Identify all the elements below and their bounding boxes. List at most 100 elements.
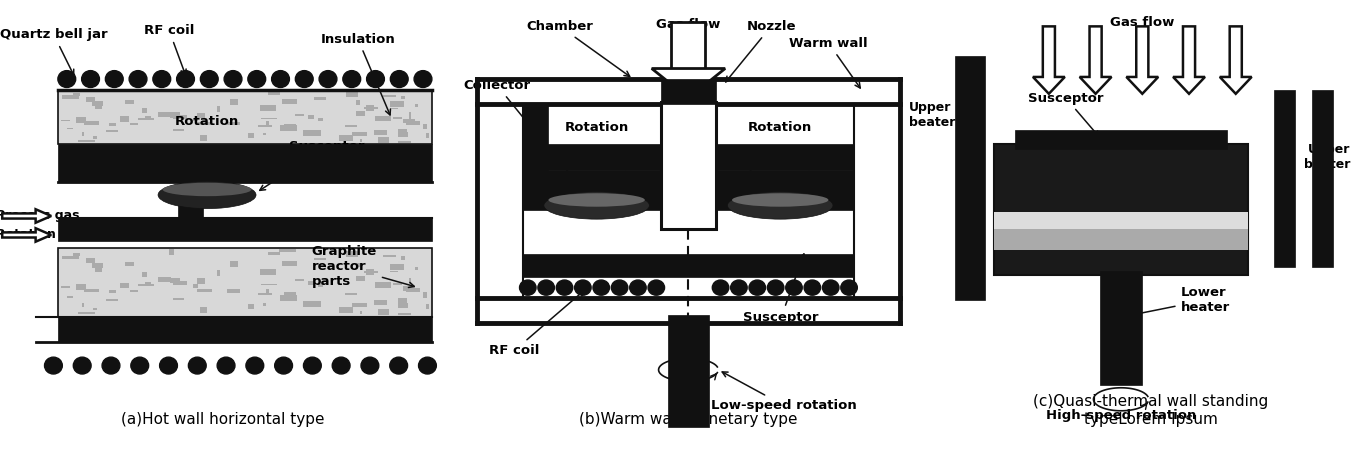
Bar [340, 307, 353, 313]
Bar [1274, 90, 1295, 267]
Text: (b)Warm wall planetary type: (b)Warm wall planetary type [580, 412, 797, 427]
Bar [93, 136, 97, 139]
Bar [119, 283, 129, 288]
Bar [138, 284, 155, 286]
Bar [378, 137, 389, 142]
Bar [58, 144, 432, 182]
Text: Quartz bell jar: Quartz bell jar [0, 28, 108, 75]
Bar [141, 272, 147, 277]
Bar [356, 276, 366, 281]
Bar [92, 263, 103, 268]
Bar [1312, 90, 1333, 267]
Bar [67, 128, 74, 130]
Bar [95, 104, 103, 109]
Bar [263, 133, 266, 135]
Bar [196, 122, 212, 125]
Bar [174, 281, 188, 285]
Bar [384, 255, 396, 256]
Text: Susceptor: Susceptor [1028, 92, 1104, 137]
Bar [145, 116, 152, 120]
Bar [105, 299, 118, 301]
Circle shape [804, 280, 821, 295]
Bar [58, 218, 432, 241]
Bar [318, 118, 323, 121]
Circle shape [58, 71, 75, 87]
Bar [62, 256, 78, 259]
Bar [347, 251, 358, 257]
Bar [352, 303, 367, 307]
Bar [399, 141, 411, 143]
Bar [397, 299, 407, 303]
Text: Upper
beater: Upper beater [1304, 143, 1351, 171]
Bar [269, 252, 279, 255]
Bar [308, 115, 314, 119]
Bar [408, 112, 411, 119]
Bar [415, 267, 418, 270]
Circle shape [749, 280, 766, 295]
Bar [248, 304, 253, 309]
Bar [93, 308, 97, 310]
Bar [403, 119, 415, 123]
Bar [667, 315, 710, 427]
Bar [375, 117, 390, 119]
Bar [110, 123, 116, 125]
Text: Lower
heater: Lower heater [1126, 286, 1230, 318]
Bar [110, 290, 116, 293]
Circle shape [593, 280, 610, 295]
Bar [248, 133, 253, 138]
Bar [260, 284, 277, 285]
Circle shape [319, 71, 337, 87]
Circle shape [611, 280, 627, 295]
Bar [258, 293, 271, 295]
Ellipse shape [727, 192, 833, 219]
Circle shape [153, 71, 171, 87]
Bar [230, 99, 238, 105]
Circle shape [538, 280, 555, 295]
Bar [173, 129, 185, 131]
Bar [360, 139, 363, 142]
Bar [360, 311, 363, 314]
Bar [159, 112, 171, 117]
Bar [993, 212, 1248, 250]
Bar [86, 97, 96, 102]
Bar [279, 125, 297, 131]
Circle shape [296, 71, 314, 87]
Bar [58, 248, 432, 317]
Bar [130, 290, 138, 293]
Bar [374, 300, 386, 305]
Bar [78, 140, 95, 142]
Bar [197, 278, 205, 284]
Bar [200, 307, 207, 312]
Text: Collector: Collector [463, 79, 532, 128]
Circle shape [419, 357, 436, 374]
Bar [364, 107, 378, 109]
Text: Nozzle: Nozzle [726, 20, 796, 82]
Text: Rotation gas: Rotation gas [0, 228, 85, 240]
Bar [399, 313, 411, 315]
Bar [260, 105, 275, 111]
Ellipse shape [158, 181, 256, 208]
Text: Rotation: Rotation [748, 121, 812, 134]
Bar [216, 106, 219, 112]
Bar [58, 317, 432, 343]
Text: Rotation: Rotation [564, 121, 629, 134]
Text: Insulation: Insulation [321, 33, 396, 115]
Text: Graphite
reactor
parts: Graphite reactor parts [311, 245, 414, 288]
Bar [393, 117, 401, 119]
Bar [993, 144, 1248, 275]
Bar [263, 303, 266, 305]
Ellipse shape [732, 193, 829, 207]
Bar [266, 121, 269, 126]
Circle shape [274, 357, 292, 374]
Circle shape [841, 280, 858, 295]
Bar [75, 284, 86, 290]
Circle shape [556, 280, 573, 295]
Bar [166, 279, 178, 281]
Circle shape [342, 71, 360, 87]
Bar [378, 310, 389, 315]
Bar [1100, 271, 1143, 385]
Bar [82, 132, 85, 136]
Bar [384, 95, 396, 97]
Bar [356, 100, 360, 105]
Bar [78, 312, 95, 314]
